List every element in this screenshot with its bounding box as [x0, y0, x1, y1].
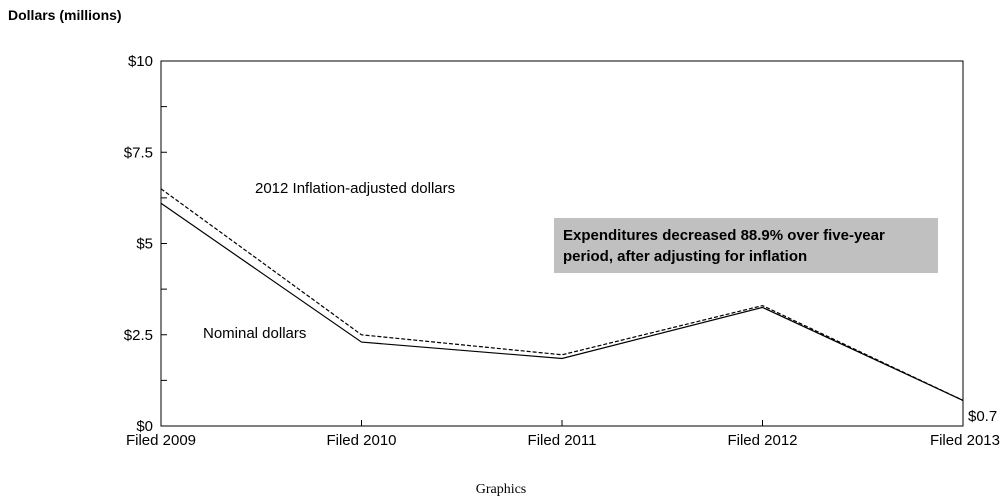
x-tick-label: Filed 2011	[528, 432, 597, 449]
x-ticks: Filed 2009 Filed 2010 Filed 2011 Filed 2012…	[126, 420, 1000, 449]
series-line-nominal	[160, 202, 964, 401]
x-tick-label: Filed 2013	[930, 432, 1000, 449]
y-tick-label: $5	[136, 236, 153, 253]
annotation-line-2: period, after adjusting for inflation	[563, 248, 807, 265]
y-axis-label: Dollars (millions)	[8, 7, 122, 23]
y-tick-label: $7.5	[124, 144, 153, 161]
series-lines	[160, 188, 964, 401]
series-label-nominal: Nominal dollars	[203, 325, 306, 342]
x-tick-label: Filed 2012	[727, 432, 797, 449]
end-value-label: $0.7	[968, 408, 997, 425]
y-tick-label: $2.5	[124, 327, 153, 344]
x-tick-label: Filed 2010	[326, 432, 396, 449]
annotation-line-1: Expenditures decreased 88.9% over five-y…	[563, 227, 885, 244]
annotation-background	[554, 218, 938, 273]
caption: Graphics	[476, 482, 527, 497]
annotation-box: Expenditures decreased 88.9% over five-y…	[554, 218, 938, 273]
y-tick-label: $10	[128, 53, 153, 70]
series-label-inflation-adjusted: 2012 Inflation-adjusted dollars	[255, 180, 455, 197]
y-tick-label: $0	[136, 418, 153, 435]
x-tick-label: Filed 2009	[126, 432, 196, 449]
series-line-inflation-adjusted	[160, 188, 964, 401]
y-ticks: $0 $2.5 $5 $7.5 $10	[124, 53, 167, 435]
